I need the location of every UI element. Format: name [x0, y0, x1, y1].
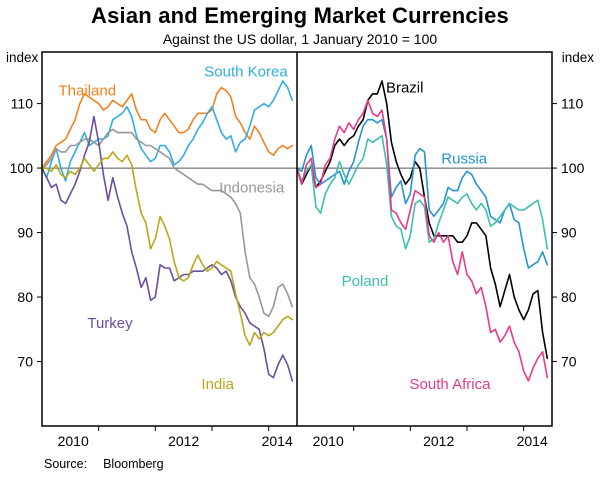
- series-label-turkey: Turkey: [87, 315, 133, 332]
- series-label-thailand: Thailand: [59, 83, 117, 100]
- panel-right-series: [297, 80, 549, 382]
- series-label-brazil: Brazil: [386, 80, 424, 97]
- series-label-poland: Poland: [342, 273, 389, 290]
- y-tick-label-right: 80: [561, 289, 577, 305]
- series-label-south-africa: South Africa: [410, 376, 492, 393]
- y-tick-label-left: 70: [17, 354, 33, 370]
- panel-left-series: [42, 80, 294, 382]
- source-label: Source:: [44, 457, 88, 471]
- y-tick-label-left: 100: [10, 160, 34, 176]
- series-line-thailand: [42, 86, 294, 169]
- series-line-south-africa: [297, 99, 549, 382]
- series-label-india: India: [201, 376, 234, 393]
- series-line-brazil: [297, 80, 549, 360]
- y-tick-label-right: 110: [561, 96, 584, 112]
- y-tick-label-right: 90: [561, 225, 577, 241]
- series-label-indonesia: Indonesia: [219, 179, 285, 196]
- x-axis-year-label: 2014: [517, 433, 548, 449]
- y-tick-label-left: 110: [11, 96, 34, 112]
- x-axis-year-label: 2012: [423, 433, 454, 449]
- series-line-south-korea: [42, 80, 294, 182]
- x-axis-year-label: 2010: [58, 433, 89, 449]
- series-line-turkey: [42, 115, 294, 382]
- y-tick-label-right: 70: [561, 354, 577, 370]
- x-axis-year-label: 2014: [262, 433, 293, 449]
- y-axis-unit-right: index: [561, 50, 594, 65]
- y-tick-label-right: 100: [561, 160, 585, 176]
- series-line-poland: [297, 135, 549, 250]
- series-label-russia: Russia: [441, 150, 488, 167]
- source-value: Bloomberg: [103, 457, 164, 471]
- chart-title: Asian and Emerging Market Currencies: [91, 3, 509, 28]
- y-axis-unit-left: index: [6, 50, 39, 65]
- y-tick-label-left: 80: [17, 289, 33, 305]
- series-label-south-korea: South Korea: [204, 63, 288, 80]
- x-axis-year-label: 2012: [168, 433, 199, 449]
- chart-subtitle: Against the US dollar, 1 January 2010 = …: [162, 31, 438, 47]
- series-line-indonesia: [42, 128, 294, 318]
- source-note: Source: Bloomberg: [44, 457, 164, 471]
- series-line-india: [42, 151, 294, 347]
- y-tick-label-left: 90: [17, 225, 33, 241]
- x-axis-year-label: 2010: [313, 433, 344, 449]
